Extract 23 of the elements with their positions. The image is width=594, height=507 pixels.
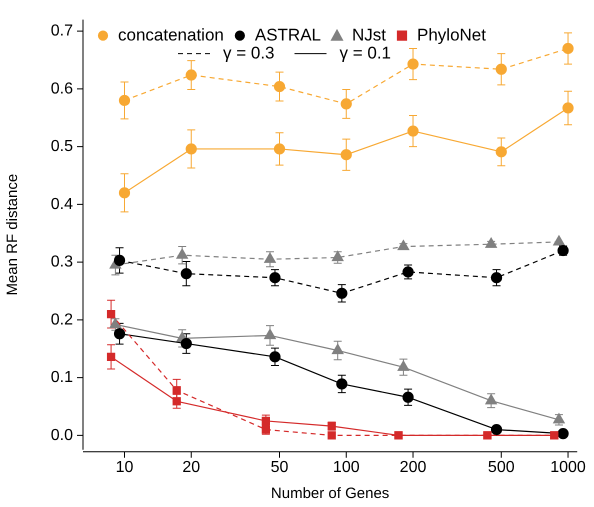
- y-tick-label: 0.5: [50, 138, 74, 156]
- y-axis-title: Mean RF distance: [4, 174, 22, 296]
- y-tick-label: 0.3: [50, 254, 74, 271]
- annotation: γ = 0.3: [223, 43, 275, 62]
- x-tick-label: 10: [116, 458, 134, 476]
- y-tick-label: 0.4: [50, 196, 74, 213]
- y-tick-label: 0.0: [50, 426, 74, 444]
- legend-label: ASTRAL: [254, 25, 321, 44]
- x-tick-label: 1000: [550, 458, 586, 476]
- x-axis-title: Number of Genes: [270, 485, 390, 502]
- legend-label: PhyloNet: [416, 25, 486, 44]
- annotation: γ = 0.1: [340, 43, 392, 62]
- legend-label: NJst: [352, 25, 386, 44]
- x-tick-label: 500: [488, 458, 515, 476]
- x-tick-label: 20: [182, 458, 200, 476]
- y-tick-label: 0.1: [50, 369, 74, 386]
- x-tick-label: 100: [332, 458, 360, 476]
- x-tick-label: 200: [400, 458, 426, 476]
- x-tick-label: 50: [270, 458, 289, 476]
- y-tick-label: 0.7: [50, 22, 74, 40]
- y-tick-label: 0.2: [50, 311, 74, 328]
- legend-label: concatenation: [118, 25, 224, 44]
- y-tick-label: 0.6: [50, 80, 74, 98]
